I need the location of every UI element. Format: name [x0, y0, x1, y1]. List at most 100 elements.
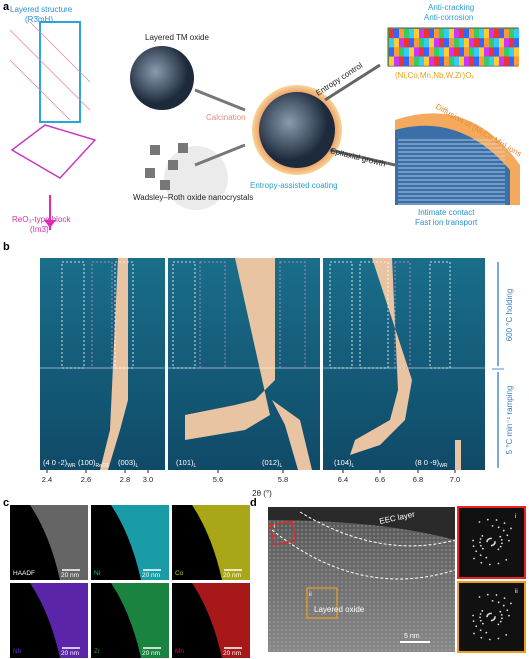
tile: [439, 29, 444, 39]
fft-spot: [486, 518, 489, 521]
tile: [419, 47, 424, 57]
map-signal: [30, 505, 88, 580]
map-signal: [111, 505, 169, 580]
fft-spot: [488, 638, 491, 641]
tile: [479, 56, 484, 66]
tile: [474, 47, 479, 57]
fft-spot: [479, 538, 482, 540]
tile: [394, 56, 399, 66]
tile: [509, 38, 514, 48]
fft-spot: [479, 619, 482, 622]
tick-label: 2.4: [42, 475, 52, 484]
map-signal: [111, 583, 169, 658]
fft-spot: [486, 593, 489, 596]
peak-label: (100)ReO3: [78, 458, 109, 469]
fft-spot: [479, 544, 482, 547]
tile: [489, 29, 494, 39]
fft-spot: [505, 558, 508, 561]
tile: [409, 29, 414, 39]
fft-spot: [499, 610, 502, 613]
fft-spot: [485, 556, 488, 559]
map-label: Nb: [13, 648, 22, 655]
fft-spot: [501, 542, 503, 545]
axis-label: 2θ (°): [252, 489, 272, 498]
fft-spot: [488, 612, 491, 615]
tile: [509, 56, 514, 66]
tile: [454, 47, 459, 57]
tile: [444, 56, 449, 66]
label: 600 °C holding: [505, 289, 514, 342]
tile: [459, 29, 464, 39]
scale-label: 20 nm: [61, 650, 79, 657]
tile: [404, 56, 409, 66]
fft-spot: [491, 599, 494, 602]
label: Layered structure: [10, 5, 73, 14]
fft-spot: [479, 541, 481, 544]
label: Calcination: [206, 113, 246, 122]
peak-sub: L: [194, 463, 197, 469]
fft-spot: [506, 534, 509, 537]
tile: [404, 38, 409, 48]
tile: [399, 38, 404, 48]
fft-spot: [497, 637, 500, 640]
fft-spot: [479, 554, 482, 557]
tile: [439, 56, 444, 66]
tile: [464, 29, 469, 39]
fft-spot: [480, 636, 483, 639]
fft-spot: [472, 614, 474, 617]
tile: [394, 38, 399, 48]
tile: [419, 38, 424, 48]
tile: [474, 38, 479, 48]
tile: [444, 47, 449, 57]
fft-spot: [500, 613, 503, 616]
scale-label: 20 nm: [142, 572, 160, 579]
tile: [504, 38, 509, 48]
tile: [489, 38, 494, 48]
tile: [514, 38, 519, 48]
tile: [389, 56, 394, 66]
fft-spot: [479, 629, 482, 632]
tile: [449, 56, 454, 66]
map-signal: [30, 583, 88, 658]
fft-spot: [502, 529, 505, 532]
tile: [434, 47, 439, 57]
tile: [484, 47, 489, 57]
fft-spot: [490, 612, 492, 615]
tile: [514, 56, 519, 66]
tile: [454, 56, 459, 66]
tick-label: 3.0: [143, 475, 153, 484]
tile: [469, 47, 474, 57]
peak-sub: L: [136, 463, 139, 469]
tick-label: 6.6: [375, 475, 385, 484]
tile: [479, 47, 484, 57]
panel-b-heatmap: [40, 258, 504, 470]
label: (Im3̄): [30, 225, 49, 234]
tile: [434, 56, 439, 66]
tile: [469, 29, 474, 39]
tile: [434, 38, 439, 48]
tile: [509, 47, 514, 57]
label: Entropy-assisted coating: [250, 181, 338, 190]
tile: [444, 38, 449, 48]
peak-sub: WR: [439, 463, 448, 469]
peak-label: (003)L: [118, 458, 139, 469]
tile: [399, 47, 404, 57]
map-label: Co: [175, 570, 184, 577]
tile: [499, 56, 504, 66]
peak-sub: L: [352, 463, 355, 469]
label: Anti-corrosion: [424, 13, 473, 22]
tile: [399, 56, 404, 66]
tile: [419, 29, 424, 39]
fft-spot: [475, 550, 478, 553]
tile: [494, 29, 499, 39]
fft-spot: [497, 623, 500, 626]
fft-spot: [499, 620, 502, 623]
fft-spot: [481, 535, 484, 537]
tile: [494, 56, 499, 66]
fft-spot: [502, 604, 505, 607]
tick-label: 6.8: [413, 475, 423, 484]
tile: [429, 29, 434, 39]
tile: [424, 38, 429, 48]
label: 5 °C min⁻¹ ramping: [505, 386, 514, 455]
label: Layered TM oxide: [145, 33, 209, 42]
